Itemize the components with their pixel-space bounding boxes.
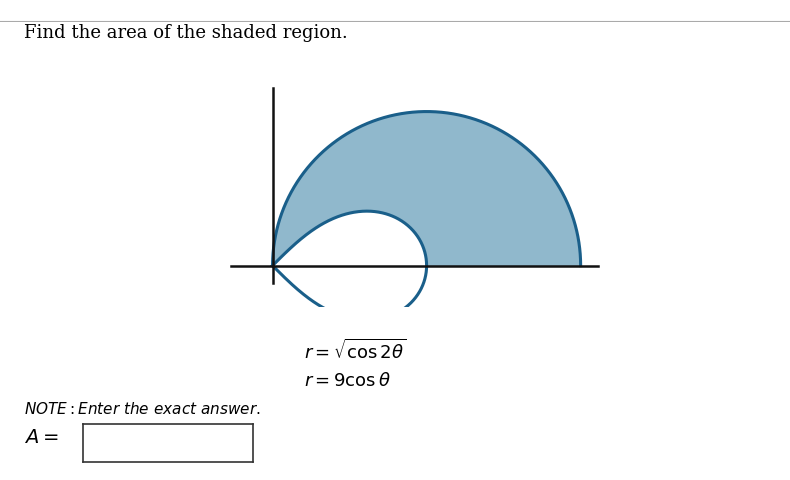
Text: $\mathit{NOTE: Enter\ the\ exact\ answer.}$: $\mathit{NOTE: Enter\ the\ exact\ answer…	[24, 401, 261, 417]
Polygon shape	[273, 111, 581, 265]
Polygon shape	[273, 211, 427, 320]
Text: $A =$: $A =$	[24, 429, 58, 447]
Text: Find the area of the shaded region.: Find the area of the shaded region.	[24, 24, 348, 42]
Text: $r = \sqrt{\cos 2\theta}$: $r = \sqrt{\cos 2\theta}$	[304, 338, 407, 362]
Text: $r = 9\cos\theta$: $r = 9\cos\theta$	[304, 372, 391, 390]
